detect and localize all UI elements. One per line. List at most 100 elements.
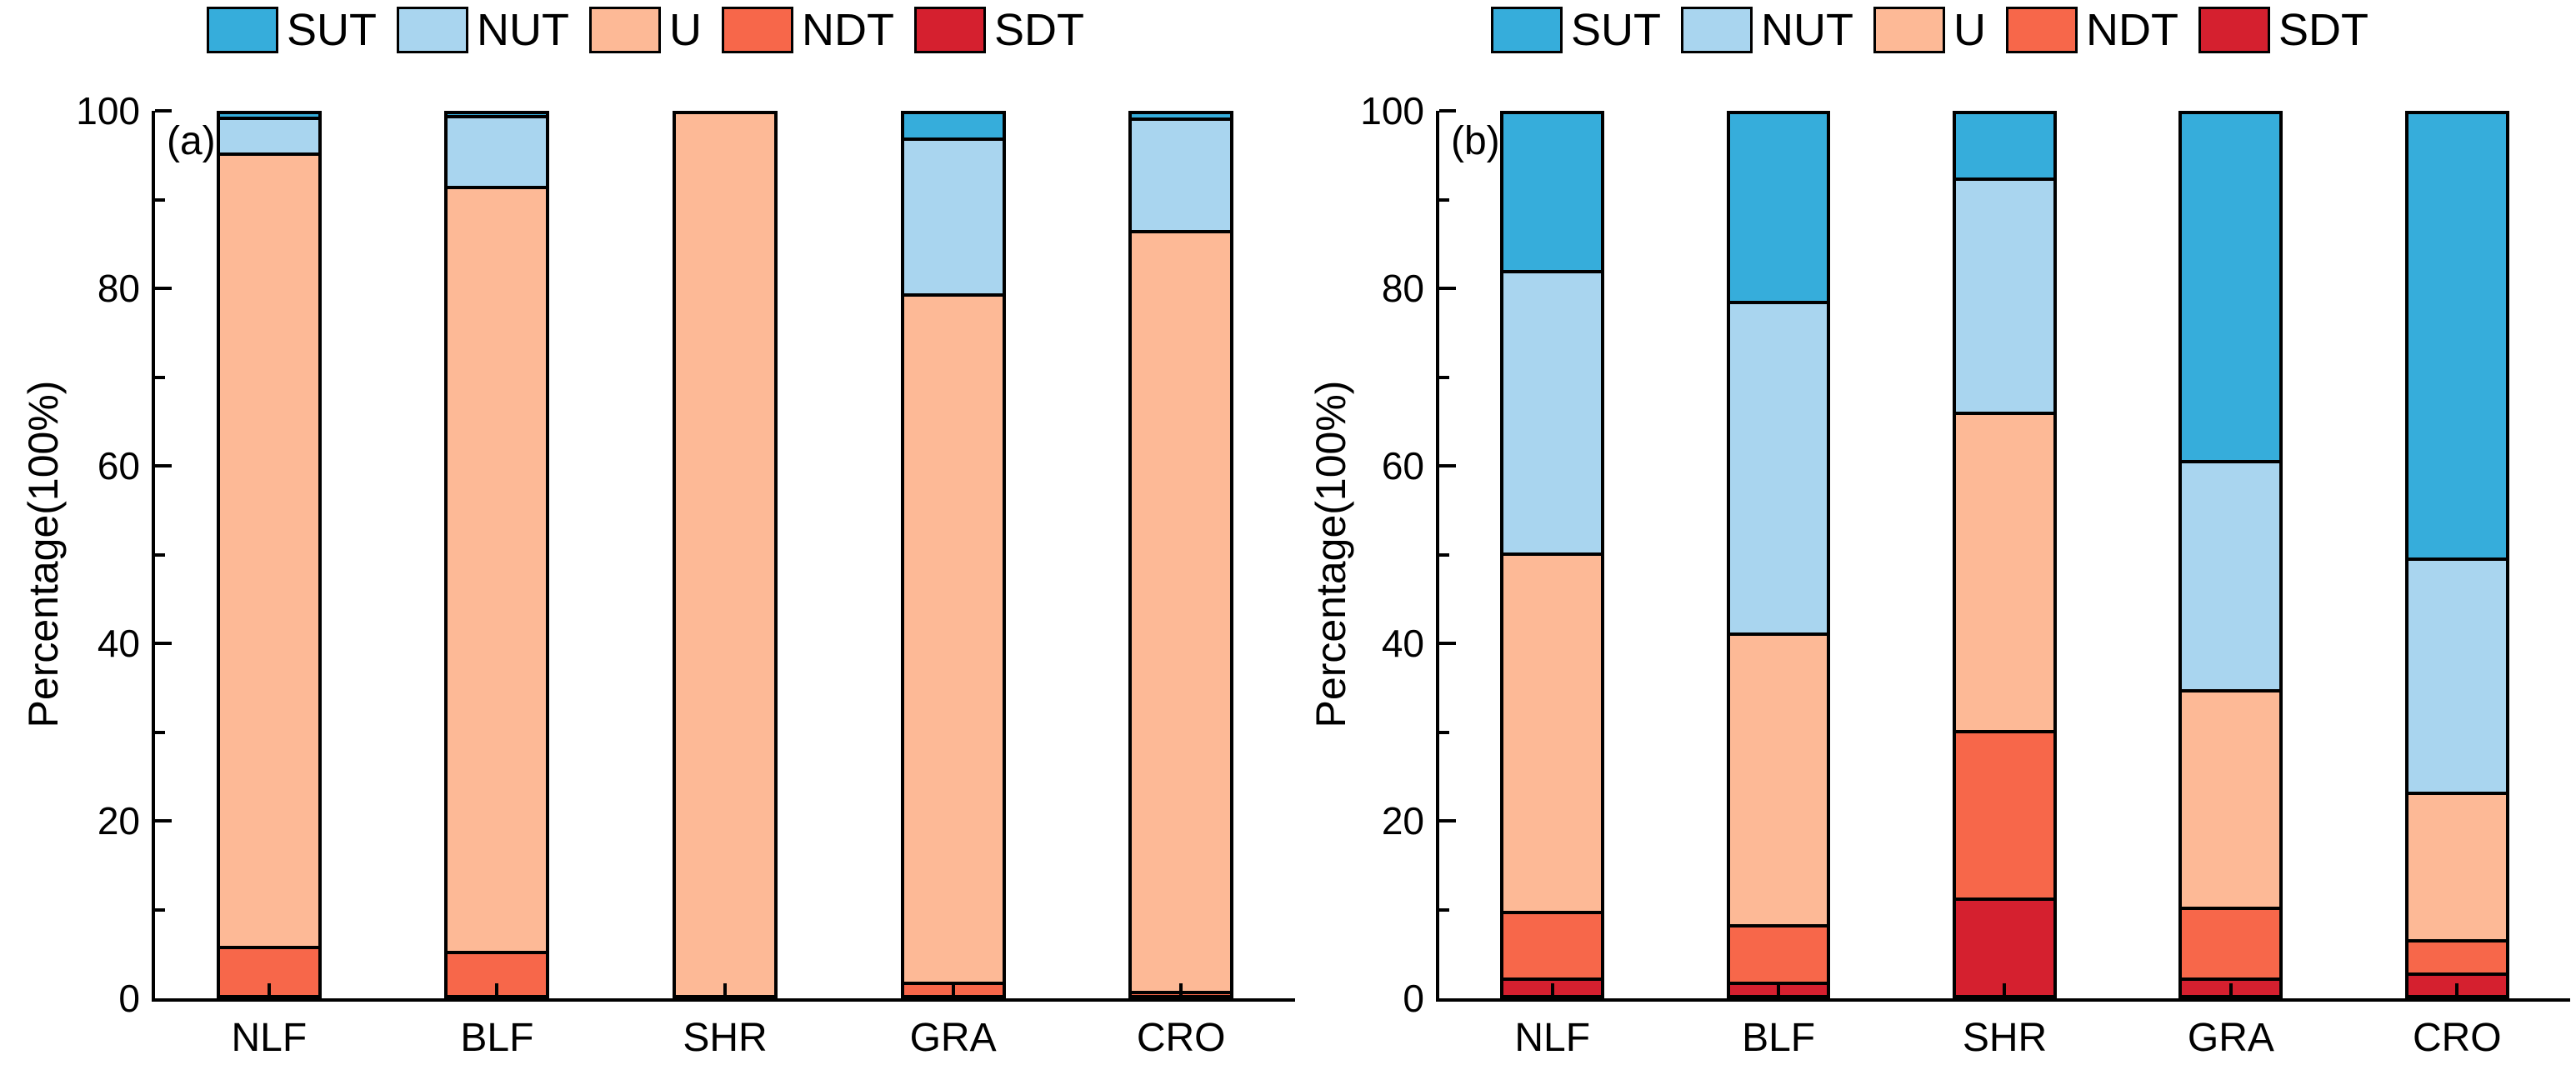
y-tick-label: 0 [1403, 977, 1424, 1020]
stacked-bar-blf [444, 111, 550, 998]
y-major-tick [1439, 464, 1456, 468]
bar-segment-nut [218, 118, 320, 154]
legend-item-sut: SUT [1491, 7, 1661, 53]
plot-area: 0 20 40 60 80 100 NLF BLF SHR GRA CRO [1360, 92, 2570, 1058]
category-slot-cro: CRO [2344, 111, 2570, 1058]
legend-label-sut: SUT [287, 5, 377, 55]
legend-label-sdt: SDT [993, 5, 1084, 55]
bar-segment-nut [1502, 271, 1603, 555]
legend-label-nut: NUT [1761, 5, 1853, 55]
category-slot-shr: SHR [611, 111, 839, 1058]
y-minor-tick [1439, 552, 1449, 557]
panel-label: (b) [1451, 119, 1500, 163]
x-tick [723, 983, 727, 998]
legend-swatch-nut-icon [1681, 7, 1753, 53]
category-slot-blf: BLF [1665, 111, 1891, 1058]
x-tick [2455, 983, 2459, 998]
stacked-bar-blf [1726, 111, 1831, 998]
y-tick-label: 100 [76, 89, 140, 132]
bar-segment-sut [2406, 112, 2508, 559]
bar-segment-nut [1954, 178, 2055, 413]
y-major-tick [155, 642, 172, 645]
stacked-bar-cro [1128, 111, 1234, 998]
bar-segment-sut [218, 112, 320, 119]
y-major-tick [1439, 642, 1456, 645]
bar-segment-nut [1728, 302, 1829, 634]
x-axis-label-cro: CRO [1136, 1016, 1226, 1060]
legend-swatch-sdt-icon [2198, 7, 2270, 53]
y-major-tick [155, 819, 172, 822]
bar-segment-sut [1728, 112, 1829, 303]
plot-area: 0 20 40 60 80 100 NLF BLF SHR GRA CRO [76, 92, 1295, 1058]
x-axis-label-cro: CRO [2412, 1016, 2502, 1060]
x-tick [1179, 983, 1183, 998]
y-minor-tick [155, 375, 165, 379]
x-tick [1550, 983, 1554, 998]
bar-segment-sut [1502, 112, 1603, 272]
category-slot-gra: GRA [839, 111, 1068, 1058]
legend-item-u: U [1873, 7, 1986, 53]
x-tick [267, 983, 271, 998]
legend-swatch-u-icon [1873, 7, 1945, 53]
legend: SUT NUT U NDT SDT [1491, 7, 2388, 53]
bar-segment-u [446, 188, 548, 952]
bar-segment-u [1954, 412, 2055, 732]
y-axis-title: Percentage(100%) [20, 380, 67, 728]
legend-label-u: U [1953, 5, 1986, 55]
bar-segment-ndt [2180, 908, 2282, 979]
stacked-bar-nlf [216, 111, 322, 998]
legend-label-nut: NUT [477, 5, 569, 55]
bar-segment-ndt [1728, 926, 1829, 984]
y-major-tick [155, 109, 172, 112]
legend-swatch-sut-icon [1491, 7, 1563, 53]
bar-segment-nut [2180, 462, 2282, 691]
legend-item-sut: SUT [207, 7, 377, 53]
x-axis-label-shr: SHR [683, 1016, 768, 1060]
bar-segment-sut [446, 112, 548, 118]
legend-swatch-ndt-icon [721, 7, 793, 53]
stacked-bar-gra [900, 111, 1006, 998]
y-minor-tick [155, 730, 165, 734]
legend-item-ndt: NDT [2005, 5, 2178, 55]
category-slot-nlf: NLF [1439, 111, 1665, 1058]
legend-item-nut: NUT [397, 7, 569, 53]
legend-item-nut: NUT [1681, 7, 1853, 53]
legend-swatch-ndt-icon [2005, 7, 2078, 53]
legend-label-u: U [668, 5, 702, 55]
x-axis-label-blf: BLF [1742, 1016, 1816, 1060]
x-tick [1777, 983, 1781, 998]
panel-label: (a) [167, 119, 216, 163]
bar-segment-sut [902, 112, 1004, 139]
bar-segment-u [1130, 232, 1233, 992]
bar-segment-u [2180, 690, 2282, 908]
legend-item-sdt: SDT [913, 5, 1084, 55]
legend-label-ndt: NDT [2085, 5, 2178, 55]
legend-item-sdt: SDT [2198, 7, 2368, 53]
y-major-tick [1439, 819, 1456, 822]
stacked-bar-gra [2178, 111, 2283, 998]
bar-segment-sdt [1954, 899, 2055, 997]
category-slot-nlf: NLF [155, 111, 383, 1058]
y-major-tick [155, 464, 172, 468]
bar-segment-u [218, 153, 320, 948]
y-minor-tick [1439, 198, 1449, 202]
y-minor-tick [155, 552, 165, 557]
y-tick-label: 0 [118, 977, 140, 1020]
bar-segment-ndt [1954, 731, 2055, 900]
bar-segment-ndt [1502, 912, 1603, 979]
bar-segment-nut [446, 117, 548, 188]
category-slot-shr: SHR [1892, 111, 2118, 1058]
y-major-tick [1439, 109, 1456, 112]
y-tick-label: 80 [97, 267, 140, 310]
y-tick-label: 20 [97, 799, 140, 842]
category-slot-blf: BLF [383, 111, 612, 1058]
bar-segment-u [2406, 792, 2508, 942]
legend-swatch-u-icon [588, 7, 661, 53]
y-tick-label: 60 [97, 444, 140, 488]
y-minor-tick [1439, 730, 1449, 734]
x-axis-label-gra: GRA [2187, 1016, 2274, 1060]
bar-segment-u [674, 112, 776, 997]
bar-segment-ndt [2406, 941, 2508, 975]
category-slot-gra: GRA [2118, 111, 2343, 1058]
